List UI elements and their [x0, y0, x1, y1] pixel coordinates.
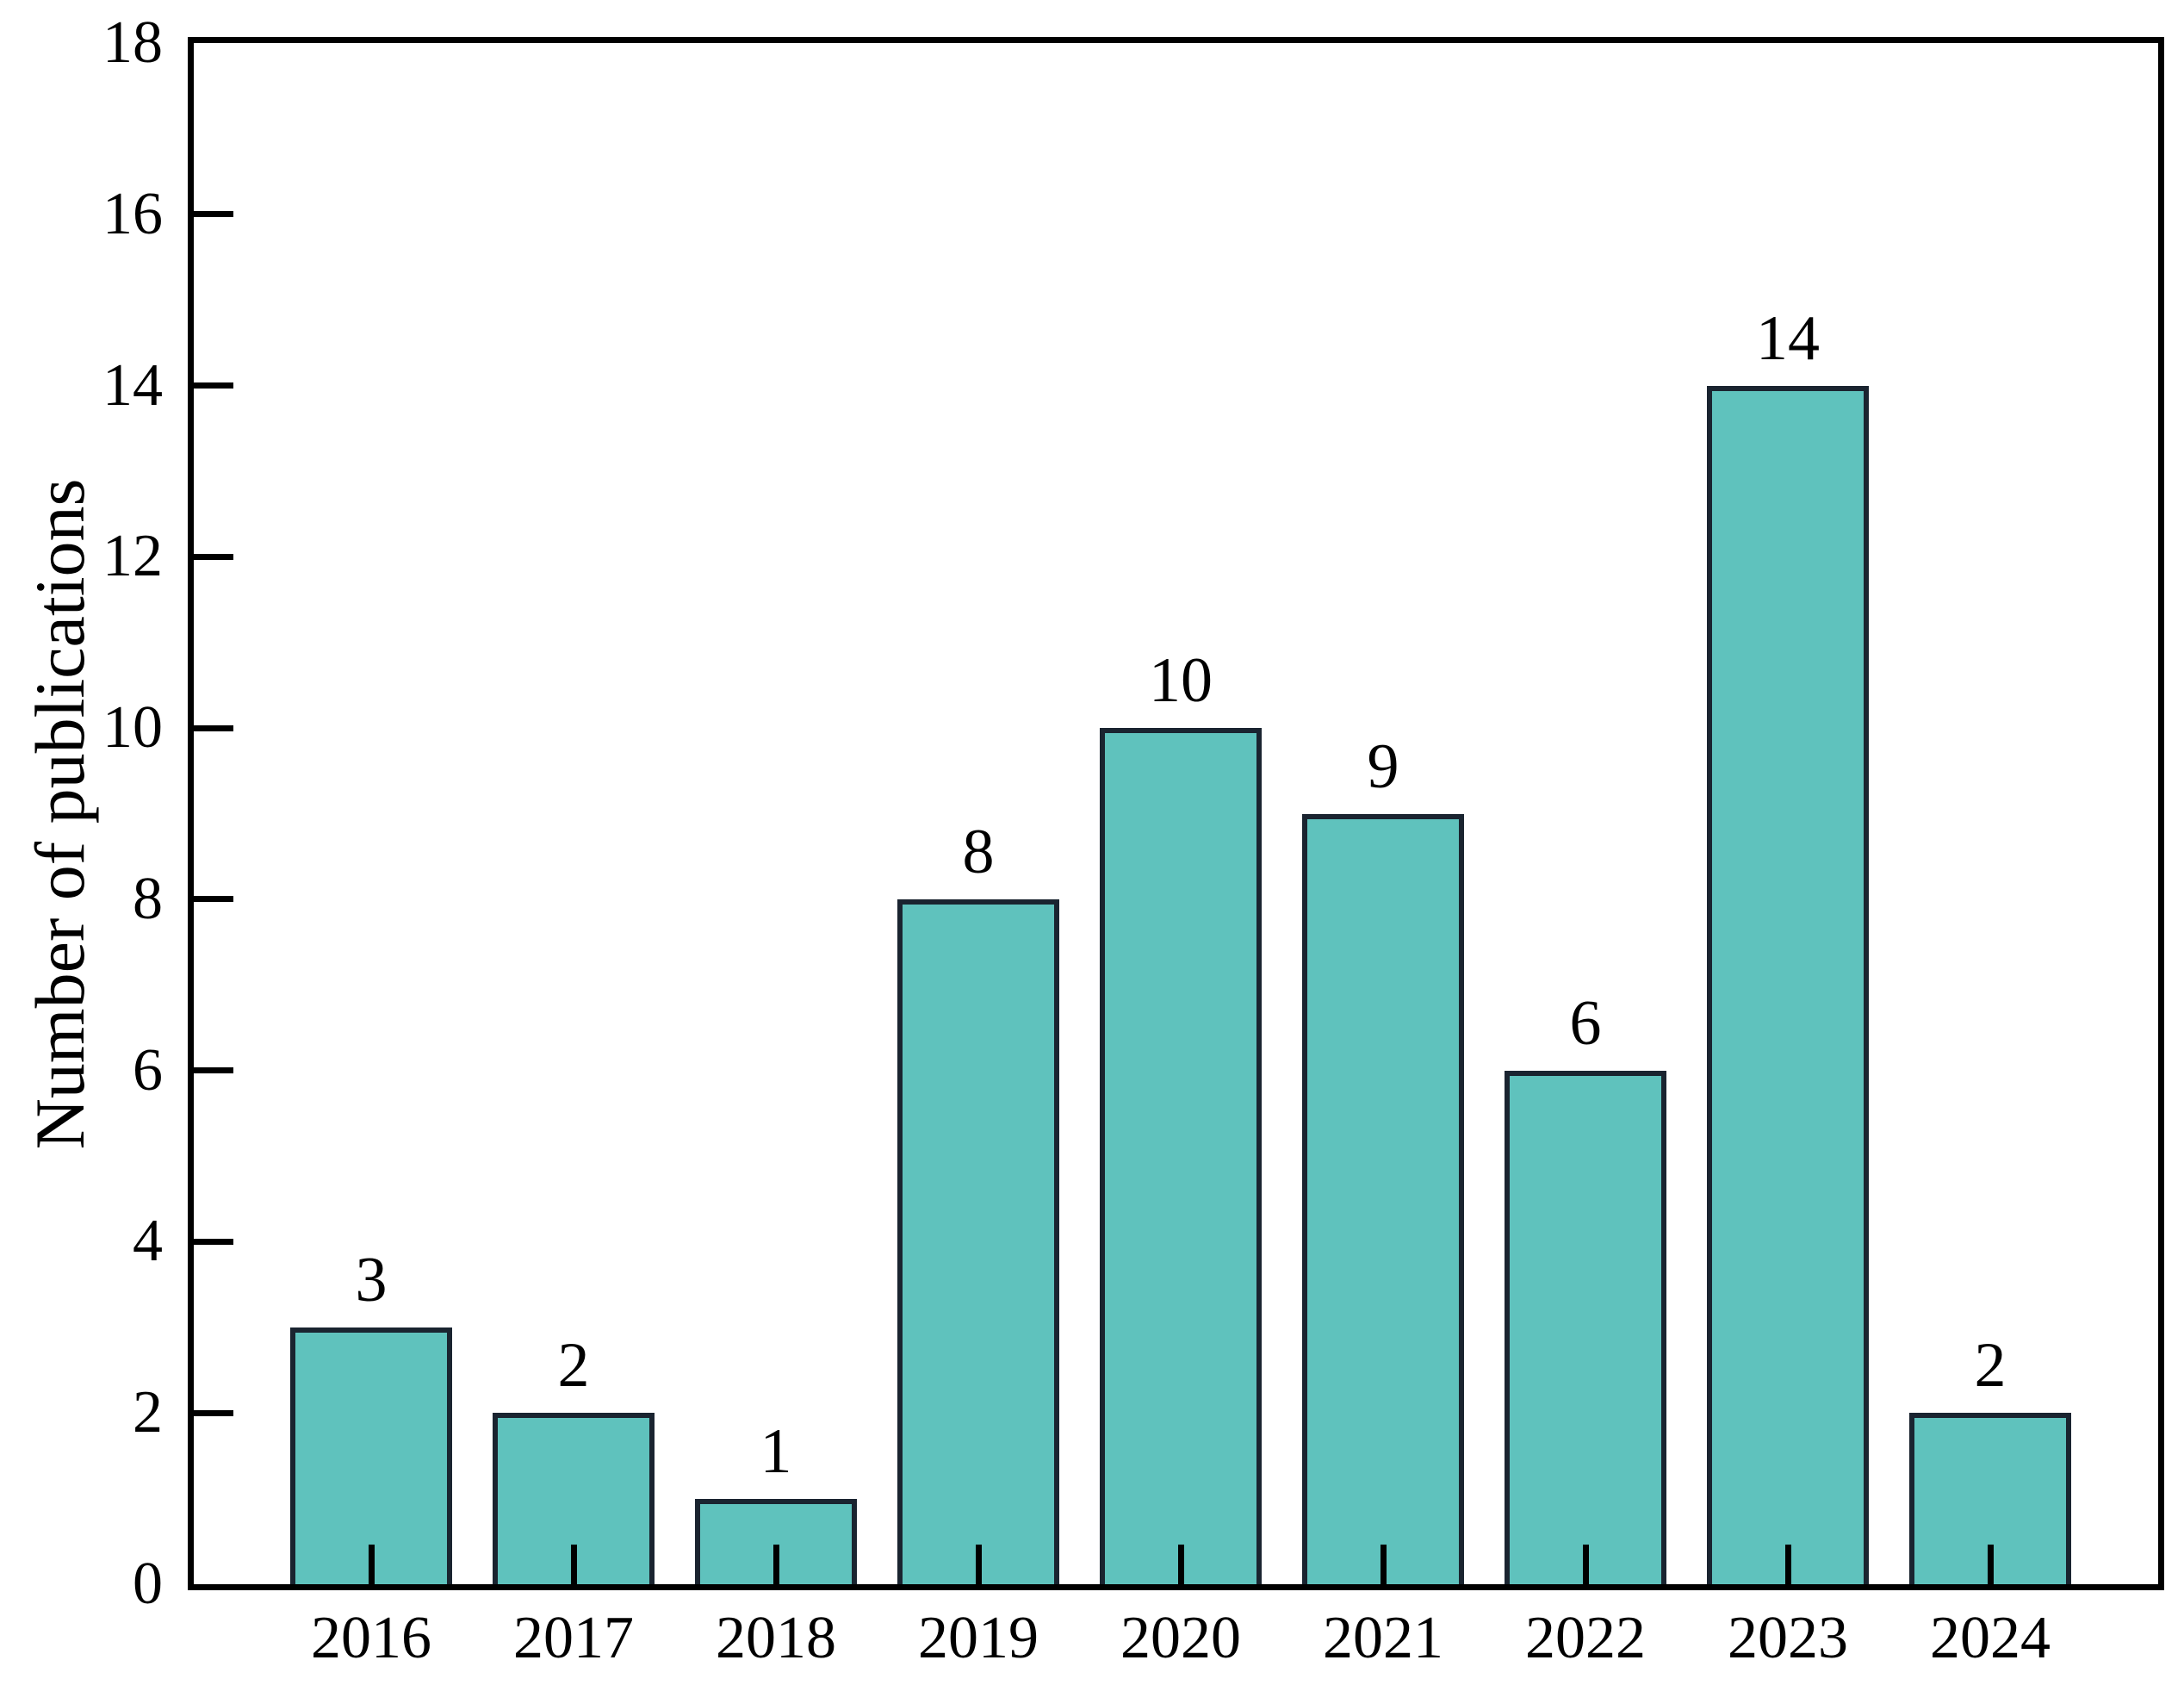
bar-2019: [897, 898, 1059, 1584]
bar-value-label-2023: 14: [1756, 302, 1820, 374]
x-tick-label-2016: 2016: [311, 1605, 431, 1671]
y-tick-label-14: 14: [102, 351, 163, 419]
bar-2022: [1505, 1070, 1666, 1584]
x-axis-tick-2016: [368, 1545, 375, 1584]
y-tick-label-0: 0: [133, 1551, 163, 1617]
bar-2021: [1302, 813, 1464, 1584]
x-tick-label-2020: 2020: [1120, 1605, 1241, 1671]
bar-value-label-2021: 9: [1367, 731, 1399, 802]
x-axis-tick-2020: [1177, 1545, 1184, 1584]
x-axis-tick-2021: [1380, 1545, 1387, 1584]
y-tick-label-6: 6: [133, 1036, 163, 1104]
y-axis-tick-2: [194, 1409, 233, 1416]
x-axis-tick-2023: [1784, 1545, 1791, 1584]
bar-value-label-2024: 2: [1974, 1330, 2007, 1402]
x-tick-label-2019: 2019: [918, 1605, 1039, 1671]
y-axis-tick-10: [194, 724, 233, 731]
bar-value-label-2020: 10: [1149, 645, 1213, 717]
y-tick-label-4: 4: [133, 1208, 163, 1275]
bar-2023: [1707, 385, 1869, 1584]
x-tick-label-2021: 2021: [1323, 1605, 1443, 1671]
y-axis-tick-4: [194, 1238, 233, 1245]
bar-value-label-2019: 8: [962, 816, 995, 887]
bar-value-label-2022: 6: [1569, 987, 1602, 1059]
y-tick-label-2: 2: [133, 1379, 163, 1446]
y-tick-label-8: 8: [133, 865, 163, 932]
y-axis-tick-8: [194, 896, 233, 903]
bar-value-label-2016: 3: [355, 1244, 388, 1315]
y-axis-tick-14: [194, 382, 233, 389]
x-tick-label-2023: 2023: [1728, 1605, 1848, 1671]
y-axis-tick-6: [194, 1067, 233, 1074]
bar-value-label-2018: 1: [760, 1415, 792, 1487]
bar-2016: [290, 1327, 452, 1584]
y-axis-tick-16: [194, 211, 233, 218]
y-tick-label-12: 12: [102, 523, 163, 590]
y-axis-tick-12: [194, 553, 233, 560]
x-tick-label-2022: 2022: [1525, 1605, 1646, 1671]
x-axis-tick-2018: [772, 1545, 779, 1584]
x-axis-tick-2022: [1582, 1545, 1589, 1584]
bar-value-label-2017: 2: [557, 1330, 590, 1402]
y-tick-label-10: 10: [102, 694, 163, 762]
y-tick-label-18: 18: [102, 9, 163, 76]
x-axis-tick-2019: [975, 1545, 982, 1584]
x-tick-label-2017: 2017: [513, 1605, 634, 1671]
x-axis-tick-2017: [570, 1545, 577, 1584]
y-tick-label-16: 16: [102, 180, 163, 247]
x-tick-label-2018: 2018: [716, 1605, 836, 1671]
plot-area: 3 2 1 8 10 9 6 14 2: [188, 37, 2164, 1590]
x-tick-label-2024: 2024: [1930, 1605, 2051, 1671]
bar-2020: [1100, 728, 1262, 1584]
x-axis-tick-2024: [1987, 1545, 1994, 1584]
